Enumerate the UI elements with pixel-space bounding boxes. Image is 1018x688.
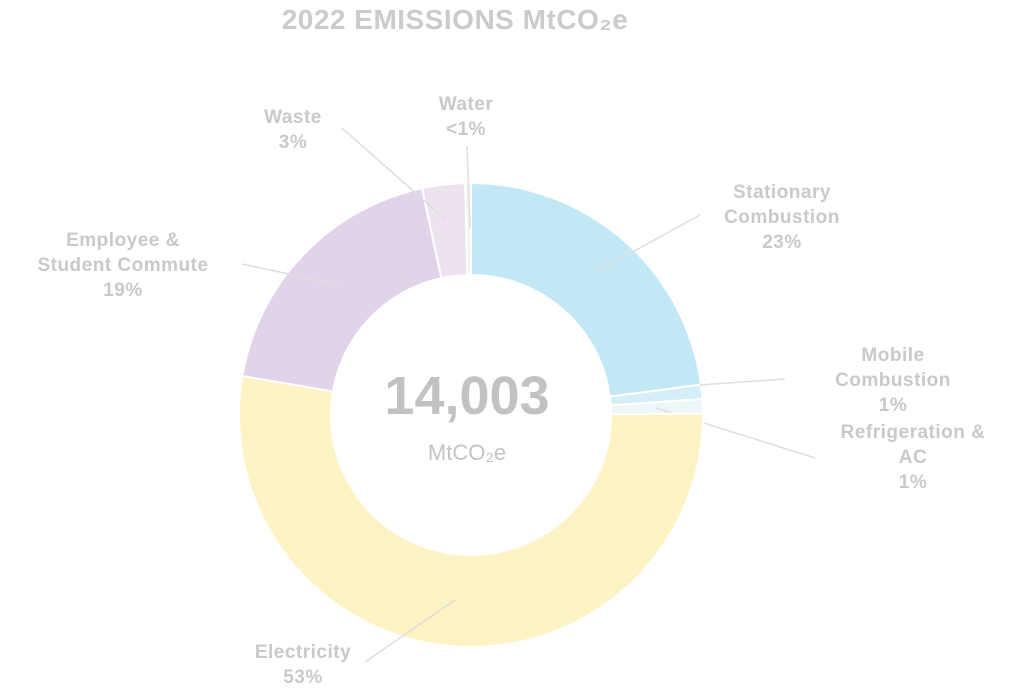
slice-value: 53%	[283, 667, 323, 688]
slice-label: Employee & Student Commute 19%	[33, 228, 213, 303]
slice-value: 1%	[898, 472, 928, 493]
slice-value: 3%	[278, 132, 308, 153]
slice-name: Stationary Combustion	[724, 182, 840, 228]
donut-segment	[470, 181, 703, 398]
leader-line	[595, 214, 701, 273]
center-unit: MtCO₂e	[427, 440, 507, 465]
leader-line	[241, 263, 341, 286]
donut-segment	[238, 374, 704, 649]
leader-line	[699, 378, 786, 386]
slice-label: Water <1%	[416, 92, 516, 142]
leader-line	[364, 599, 456, 663]
slice-label: Refrigeration & AC 1%	[828, 420, 998, 495]
slice-name: Waste	[264, 107, 322, 128]
slice-label: Stationary Combustion 23%	[702, 180, 862, 255]
center-total: 14,003	[384, 366, 550, 426]
slice-value: 23%	[762, 232, 802, 253]
slice-name: Employee & Student Commute	[37, 230, 209, 276]
slice-name: Mobile Combustion	[835, 345, 951, 391]
slice-name: Water	[438, 94, 494, 115]
chart-title: 2022 EMISSIONS MtCO₂e	[281, 4, 629, 35]
slice-label: Electricity 53%	[223, 640, 383, 688]
slice-name: Refrigeration & AC	[840, 422, 986, 468]
donut-segment	[241, 187, 443, 393]
slice-name: Electricity	[254, 642, 352, 663]
slice-label: Mobile Combustion 1%	[813, 343, 973, 418]
slice-value: <1%	[445, 119, 487, 140]
leader-line	[341, 127, 447, 221]
slice-label: Waste 3%	[243, 105, 343, 155]
slice-value: 1%	[878, 395, 908, 416]
slice-value: 19%	[103, 280, 143, 301]
leader-line	[466, 145, 471, 229]
